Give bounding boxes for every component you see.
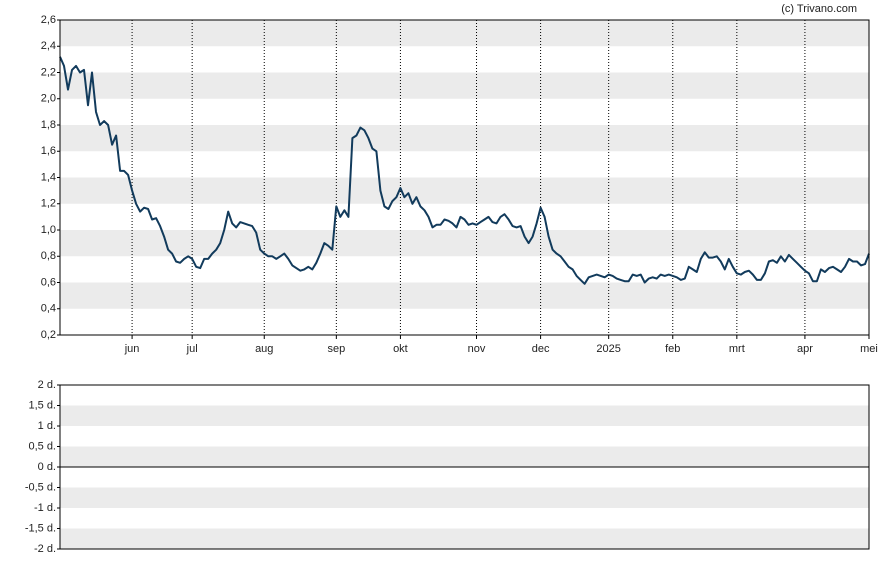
grid-band (60, 20, 869, 47)
y-tick-label: 2,4 (41, 40, 56, 52)
x-tick-label: mrt (729, 343, 745, 355)
y-tick-label: 1,0 (41, 224, 56, 236)
y-tick-label: 0,5 d. (28, 440, 56, 452)
grid-band (60, 282, 869, 309)
price-line (59, 56, 870, 285)
y-tick-label: 1,2 (41, 198, 56, 210)
grid-band (60, 230, 869, 257)
grid-band (60, 446, 869, 467)
y-tick-label: 2,2 (41, 66, 56, 78)
y-tick-label: 0,4 (41, 303, 56, 315)
y-tick-label: 2,0 (41, 93, 56, 105)
credit: (c) Trivano.com (781, 3, 857, 15)
y-tick-label: -1,5 d. (25, 522, 56, 534)
y-tick-label: 1 d. (38, 420, 56, 432)
y-tick-label: 2 d. (38, 379, 56, 391)
x-tick-label: 2025 (596, 343, 620, 355)
y-tick-label: 1,8 (41, 119, 56, 131)
x-tick-label: nov (468, 343, 486, 355)
grid-band (60, 528, 869, 549)
x-tick-label: apr (797, 343, 813, 355)
y-tick-label: 2,6 (41, 14, 56, 26)
x-tick-label: sep (327, 343, 345, 355)
grid-band (60, 72, 869, 99)
x-tick-label: dec (532, 343, 550, 355)
y-tick-label: 1,5 d. (28, 399, 56, 411)
x-tick-label: feb (665, 343, 680, 355)
x-tick-label: aug (255, 343, 273, 355)
grid-band (60, 177, 869, 204)
y-tick-label: 1,6 (41, 145, 56, 157)
plot-border (59, 19, 870, 336)
y-tick-label: -2 d. (34, 543, 56, 555)
x-tick-label: jul (186, 343, 198, 355)
grid-band (60, 405, 869, 426)
y-tick-label: 0,6 (41, 276, 56, 288)
y-tick-label: 0,2 (41, 329, 56, 341)
grid-band (60, 487, 869, 508)
y-tick-label: -1 d. (34, 502, 56, 514)
x-tick-label: okt (393, 343, 408, 355)
x-tick-label: mei (860, 343, 878, 355)
y-tick-label: 0,8 (41, 250, 56, 262)
y-tick-label: -0,5 d. (25, 481, 56, 493)
y-tick-label: 1,4 (41, 171, 56, 183)
x-tick-label: jun (124, 343, 140, 355)
plot-border (59, 384, 870, 550)
y-tick-label: 0 d. (38, 461, 56, 473)
grid-band (60, 125, 869, 152)
